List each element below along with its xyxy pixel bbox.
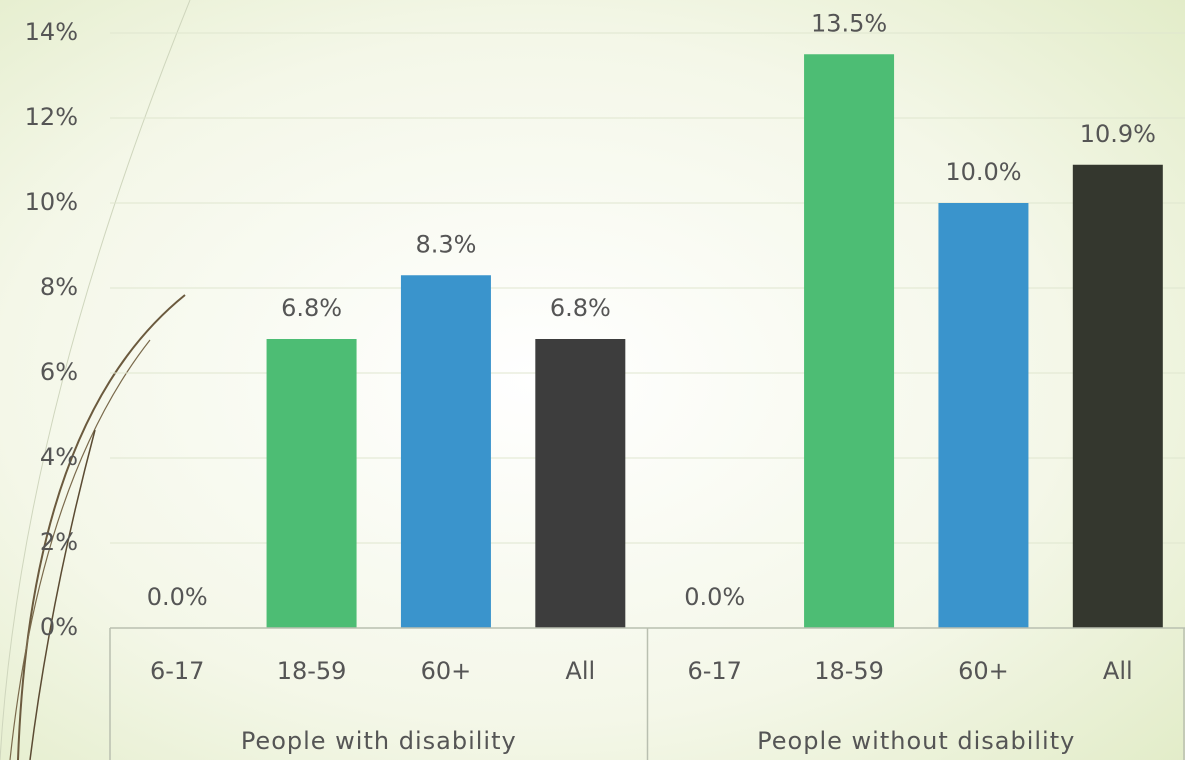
group-label: People without disability xyxy=(757,727,1075,755)
x-tick-label: 6-17 xyxy=(150,657,204,685)
decoration xyxy=(29,429,96,760)
y-tick-label: 0% xyxy=(40,613,78,641)
bar xyxy=(266,339,357,628)
value-label: 10.0% xyxy=(945,158,1021,186)
value-label: 8.3% xyxy=(415,230,476,258)
x-tick-label: All xyxy=(1103,657,1133,685)
value-label: 13.5% xyxy=(811,9,887,37)
y-tick-label: 2% xyxy=(40,528,78,556)
y-tick-label: 4% xyxy=(40,443,78,471)
x-tick-label: 18-59 xyxy=(814,657,884,685)
bar xyxy=(804,54,895,628)
y-tick-label: 10% xyxy=(25,188,78,216)
bar xyxy=(535,339,626,628)
value-label: 0.0% xyxy=(684,583,745,611)
value-label: 10.9% xyxy=(1080,120,1156,148)
y-tick-label: 14% xyxy=(25,18,78,46)
bar xyxy=(400,275,491,628)
value-label: 6.8% xyxy=(281,294,342,322)
decoration xyxy=(0,0,191,760)
x-tick-label: 60+ xyxy=(958,657,1009,685)
group-label: People with disability xyxy=(241,727,517,755)
value-label: 6.8% xyxy=(550,294,611,322)
bar xyxy=(938,203,1029,628)
y-tick-label: 8% xyxy=(40,273,78,301)
decoration xyxy=(17,294,186,760)
y-tick-label: 6% xyxy=(40,358,78,386)
decoration xyxy=(9,339,151,760)
y-tick-label: 12% xyxy=(25,103,78,131)
x-tick-label: All xyxy=(565,657,595,685)
bar xyxy=(1072,164,1163,628)
x-tick-label: 60+ xyxy=(421,657,472,685)
x-tick-label: 6-17 xyxy=(687,657,741,685)
x-tick-label: 18-59 xyxy=(277,657,347,685)
value-label: 0.0% xyxy=(147,583,208,611)
